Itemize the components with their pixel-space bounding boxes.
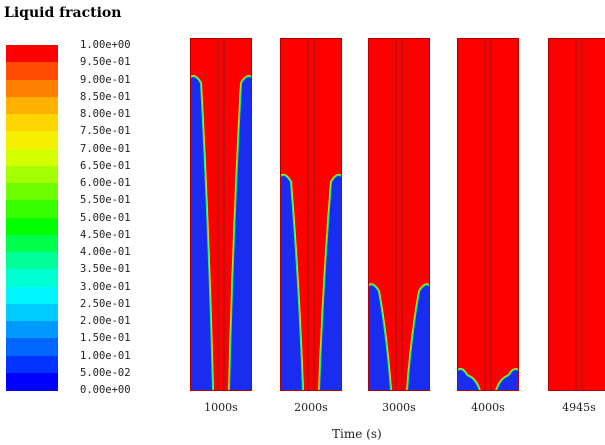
- panel-border: [548, 38, 605, 391]
- legend-label: 0.00e+00: [80, 384, 131, 396]
- legend-label: 3.00e-01: [80, 280, 131, 293]
- legend-label: 6.00e-01: [80, 177, 131, 189]
- legend-label: 1.00e-01: [80, 349, 131, 362]
- panel-4945s: [548, 38, 605, 391]
- legend-label: 9.50e-01: [80, 56, 131, 69]
- liquid-region: [457, 38, 519, 391]
- legend-swatch: [6, 355, 58, 374]
- solid-region: [190, 77, 212, 391]
- legend-label: 2.50e-01: [80, 297, 131, 310]
- legend-label: 8.50e-01: [80, 90, 131, 103]
- legend-label: 5.50e-01: [80, 194, 131, 207]
- panel-border: [368, 38, 430, 391]
- time-axis-title: Time (s): [332, 427, 382, 441]
- legend-label: 4.50e-01: [80, 228, 131, 241]
- legend-swatch: [6, 96, 58, 115]
- solid-region: [408, 285, 430, 391]
- legend-swatch: [6, 234, 58, 253]
- solid-region: [230, 77, 252, 391]
- panel-1000s: [190, 38, 252, 391]
- legend-label: 5.00e-01: [80, 211, 131, 224]
- panel-2000s: [280, 38, 342, 391]
- legend-label: 7.50e-01: [80, 125, 131, 138]
- solid-region: [280, 175, 302, 391]
- legend-label: 9.00e-01: [80, 73, 131, 86]
- legend-swatch: [6, 321, 58, 339]
- legend-label: 1.00e+00: [80, 39, 131, 51]
- legend-label: 6.50e-01: [80, 159, 131, 172]
- time-label-4000s: 4000s: [471, 401, 505, 414]
- legend-label: 8.00e-01: [80, 108, 131, 120]
- figure-title: Liquid fraction: [4, 5, 122, 21]
- solid-region: [320, 175, 342, 391]
- color-legend-bar: [6, 45, 58, 391]
- solid-region: [497, 370, 519, 391]
- legend-label: 1.50e-01: [80, 332, 131, 345]
- time-label-1000s: 1000s: [204, 401, 238, 414]
- panel-4000s: [457, 38, 519, 391]
- legend-swatch: [6, 183, 58, 201]
- legend-swatch: [6, 114, 58, 132]
- time-label-4945s: 4945s: [562, 401, 596, 414]
- legend-label: 4.00e-01: [80, 246, 131, 258]
- legend-swatch: [6, 372, 58, 391]
- legend-label: 3.50e-01: [80, 263, 131, 276]
- legend-swatch: [6, 165, 58, 184]
- legend-swatch: [6, 252, 58, 270]
- legend-swatch: [6, 200, 58, 218]
- legend-swatch: [6, 131, 58, 149]
- legend-swatch: [6, 338, 58, 356]
- legend-label: 2.00e-01: [80, 315, 131, 327]
- legend-swatch: [6, 217, 58, 236]
- panel-border: [190, 38, 252, 391]
- time-label-3000s: 3000s: [382, 401, 416, 414]
- legend-label: 7.00e-01: [80, 142, 131, 155]
- solid-region: [457, 370, 479, 391]
- legend-swatch: [6, 269, 58, 287]
- legend-label: 5.00e-02: [80, 366, 131, 379]
- time-label-2000s: 2000s: [294, 401, 328, 414]
- legend-swatch: [6, 62, 58, 80]
- legend-swatch: [6, 303, 58, 322]
- legend-swatch: [6, 286, 58, 305]
- solid-region: [368, 285, 390, 391]
- legend-swatch: [6, 79, 58, 98]
- legend-swatch: [6, 45, 58, 63]
- panel-border: [280, 38, 342, 391]
- panel-border: [457, 38, 519, 391]
- panel-3000s: [368, 38, 430, 391]
- legend-swatch: [6, 148, 58, 167]
